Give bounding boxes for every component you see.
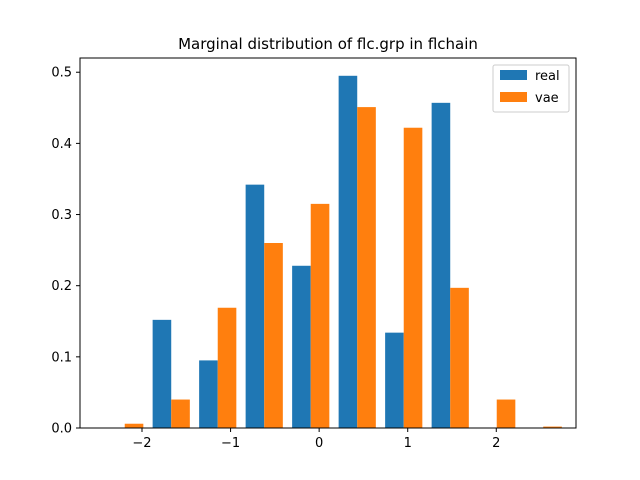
bar-real-1 — [152, 319, 172, 428]
bar-vae-0 — [124, 423, 144, 428]
bar-real-4 — [292, 265, 311, 428]
chart-title: Marginal distribution of flc.grp in flch… — [178, 35, 478, 53]
legend: real vae — [492, 64, 570, 113]
bar-vae-6 — [403, 127, 423, 428]
bar-real-2 — [199, 360, 218, 428]
bar-real-5 — [338, 75, 358, 428]
bar-real-7 — [431, 102, 451, 428]
y-tick-label: 0.0 — [51, 422, 72, 437]
bar-real-6 — [385, 332, 404, 428]
plot-frame — [79, 57, 577, 429]
bar-vae-9 — [543, 426, 562, 428]
bar-vae-1 — [171, 399, 190, 428]
bar-vae-5 — [357, 107, 376, 428]
bar-real-3 — [245, 184, 265, 428]
x-tick-label: 0 — [315, 436, 323, 451]
x-tick-label: 2 — [492, 436, 500, 451]
x-tick-label: 1 — [404, 436, 412, 451]
x-axis: −2 −1 0 1 2 — [132, 428, 500, 451]
bar-vae-3 — [264, 243, 283, 428]
bar-vae-7 — [450, 287, 469, 428]
y-tick-label: 0.1 — [51, 350, 72, 365]
bar-vae-2 — [217, 307, 237, 428]
bar-vae-4 — [310, 203, 330, 428]
y-axis: 0.0 0.1 0.2 0.3 0.4 0.5 — [51, 66, 80, 437]
y-tick-label: 0.4 — [51, 137, 72, 152]
x-tick-label: −1 — [221, 436, 240, 451]
legend-label-real: real — [535, 69, 560, 84]
legend-swatch-vae — [500, 92, 527, 102]
x-tick-label: −2 — [132, 436, 151, 451]
bar-vae-8 — [496, 399, 516, 428]
y-tick-label: 0.2 — [51, 279, 72, 294]
legend-swatch-real — [500, 70, 527, 80]
y-tick-label: 0.5 — [51, 66, 72, 81]
legend-label-vae: vae — [535, 91, 559, 106]
bars-layer — [124, 75, 562, 428]
y-tick-label: 0.3 — [51, 208, 72, 223]
